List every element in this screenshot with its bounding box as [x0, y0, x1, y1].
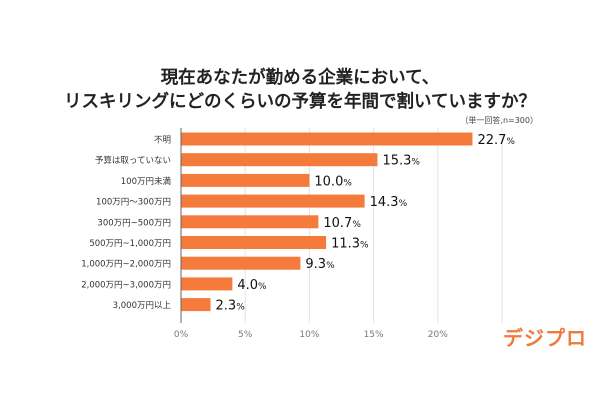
- data-label: 4.0%: [237, 278, 267, 293]
- data-label: 15.3%: [382, 154, 420, 169]
- category-label: 300万円~500万円: [97, 218, 171, 228]
- chart-title-line-2: リスキリングにどのくらいの予算を年間で割いていますか？: [64, 92, 536, 112]
- bar: [181, 256, 301, 270]
- x-tick-label: 0%: [174, 330, 189, 340]
- bar: [181, 194, 365, 208]
- bar: [181, 153, 378, 167]
- brand-logo: デジプロ: [503, 326, 587, 350]
- bar: [181, 173, 310, 187]
- data-label: 14.3%: [370, 195, 408, 210]
- chart-title-line-1: 現在あなたが勤める企業において、: [160, 68, 440, 88]
- x-tick-label: 15%: [364, 330, 384, 340]
- bar: [181, 215, 319, 229]
- category-label: 2,000万円~3,000万円: [81, 280, 171, 290]
- data-label: 10.7%: [323, 216, 361, 231]
- bar: [181, 277, 233, 291]
- data-label: 11.3%: [331, 237, 369, 252]
- category-label: 不明: [154, 136, 171, 146]
- data-label: 2.3%: [216, 299, 246, 314]
- category-label: 100万円〜300万円: [96, 198, 171, 208]
- x-tick-label: 5%: [238, 330, 253, 340]
- bar: [181, 236, 327, 249]
- data-label: 10.0%: [314, 174, 352, 189]
- bar: [181, 298, 211, 312]
- x-tick-label: 20%: [428, 330, 448, 340]
- category-label: 1,000万円~2,000万円: [81, 260, 171, 270]
- bar: [181, 132, 473, 146]
- data-label: 9.3%: [305, 257, 335, 272]
- category-label: 3,000万円以上: [113, 301, 172, 311]
- data-label: 22.7%: [477, 133, 515, 148]
- x-tick-label: 10%: [299, 330, 319, 340]
- sample-note: （単一回答,n=300）: [460, 116, 538, 125]
- category-label: 予算は取っていない: [95, 155, 171, 166]
- category-label: 500万円~1,000万円: [89, 239, 171, 249]
- category-label: 100万円未満: [121, 176, 172, 187]
